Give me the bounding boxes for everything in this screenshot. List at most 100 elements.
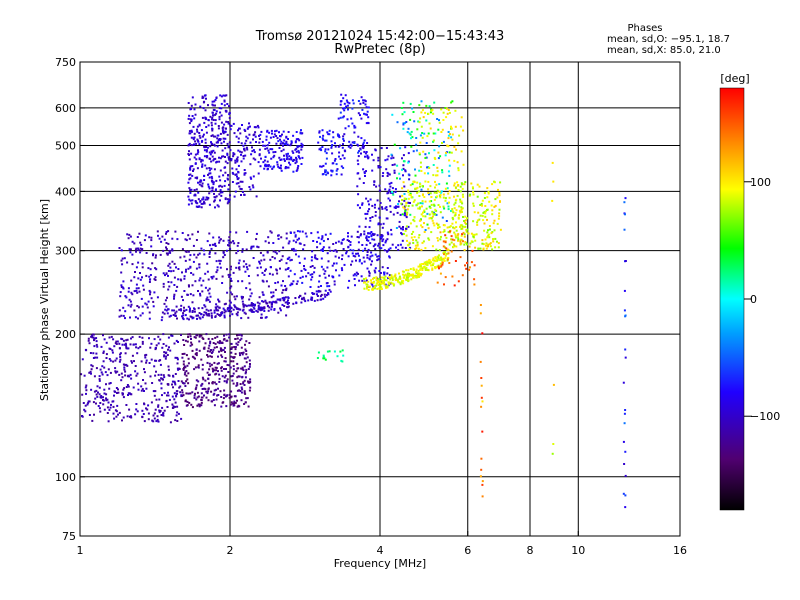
data-point xyxy=(164,357,167,360)
data-point xyxy=(425,261,427,264)
data-point xyxy=(124,352,127,355)
data-point xyxy=(120,286,123,288)
data-point xyxy=(156,418,159,421)
data-point xyxy=(167,270,170,272)
data-point xyxy=(402,181,405,184)
data-point xyxy=(410,137,412,140)
data-point xyxy=(106,398,109,401)
data-point xyxy=(382,276,385,279)
data-point xyxy=(201,363,204,366)
data-point xyxy=(238,308,241,311)
data-point xyxy=(359,114,361,117)
data-point xyxy=(408,178,411,181)
data-point xyxy=(108,347,111,350)
data-point xyxy=(366,251,369,253)
data-point xyxy=(252,304,255,306)
data-point xyxy=(370,279,372,282)
data-point xyxy=(431,219,434,222)
data-point xyxy=(451,138,454,141)
data-point xyxy=(285,262,288,265)
data-point xyxy=(169,314,172,317)
data-point xyxy=(153,412,156,415)
data-point xyxy=(453,227,456,230)
data-point xyxy=(383,277,386,280)
data-point xyxy=(225,110,228,113)
data-point xyxy=(303,267,306,270)
data-point xyxy=(432,203,435,206)
data-point xyxy=(430,108,433,111)
data-point xyxy=(213,200,216,203)
data-point xyxy=(322,268,325,271)
data-point xyxy=(415,239,418,242)
data-point xyxy=(329,290,332,293)
data-point xyxy=(190,130,193,133)
data-point xyxy=(448,164,451,167)
data-point xyxy=(211,116,214,119)
data-point xyxy=(263,310,266,312)
data-point xyxy=(419,268,422,271)
data-point xyxy=(489,242,492,245)
data-point xyxy=(481,214,484,217)
data-point xyxy=(295,241,298,244)
data-point xyxy=(230,285,233,288)
data-point xyxy=(325,139,328,142)
data-point xyxy=(451,275,454,278)
data-point xyxy=(201,336,204,339)
data-point xyxy=(460,224,463,227)
data-point xyxy=(483,197,486,199)
data-point xyxy=(131,354,134,357)
data-point xyxy=(246,137,249,140)
data-point xyxy=(333,350,336,353)
data-point xyxy=(279,135,282,138)
data-point xyxy=(246,230,249,233)
data-point xyxy=(382,172,385,175)
data-point xyxy=(226,103,229,105)
data-point xyxy=(368,258,371,261)
data-point xyxy=(208,287,211,290)
data-point xyxy=(129,373,132,376)
data-point xyxy=(118,247,121,249)
data-point xyxy=(290,156,293,159)
data-point xyxy=(214,252,217,255)
data-point xyxy=(228,158,231,161)
data-point xyxy=(122,306,125,309)
data-point xyxy=(214,196,217,199)
data-point xyxy=(170,334,173,337)
data-point xyxy=(447,131,450,133)
data-point xyxy=(291,248,293,251)
data-point xyxy=(241,309,244,312)
data-point xyxy=(499,228,502,231)
data-point xyxy=(238,185,241,188)
data-point xyxy=(419,166,422,168)
data-point xyxy=(204,94,206,97)
data-point xyxy=(487,245,489,248)
data-point xyxy=(192,294,195,297)
data-point xyxy=(454,214,457,216)
data-point xyxy=(158,379,161,382)
data-point xyxy=(272,156,275,159)
data-point xyxy=(199,180,201,183)
data-point xyxy=(468,245,471,248)
data-point xyxy=(154,346,157,349)
data-point xyxy=(215,346,218,349)
data-point xyxy=(421,200,424,203)
data-point xyxy=(417,190,420,193)
data-point xyxy=(218,313,220,316)
data-point xyxy=(415,143,418,146)
data-point xyxy=(187,333,190,336)
data-point xyxy=(459,256,462,259)
data-point xyxy=(233,132,236,135)
data-point xyxy=(243,403,246,405)
data-point xyxy=(409,194,412,197)
data-point xyxy=(474,246,477,249)
data-point xyxy=(230,401,233,404)
data-point xyxy=(190,338,192,340)
data-point xyxy=(229,403,232,406)
data-point xyxy=(183,365,186,368)
data-point xyxy=(388,188,391,191)
data-point xyxy=(384,285,387,288)
data-point xyxy=(436,281,439,284)
data-point xyxy=(482,248,485,251)
data-point xyxy=(409,246,412,249)
data-point xyxy=(237,129,239,132)
